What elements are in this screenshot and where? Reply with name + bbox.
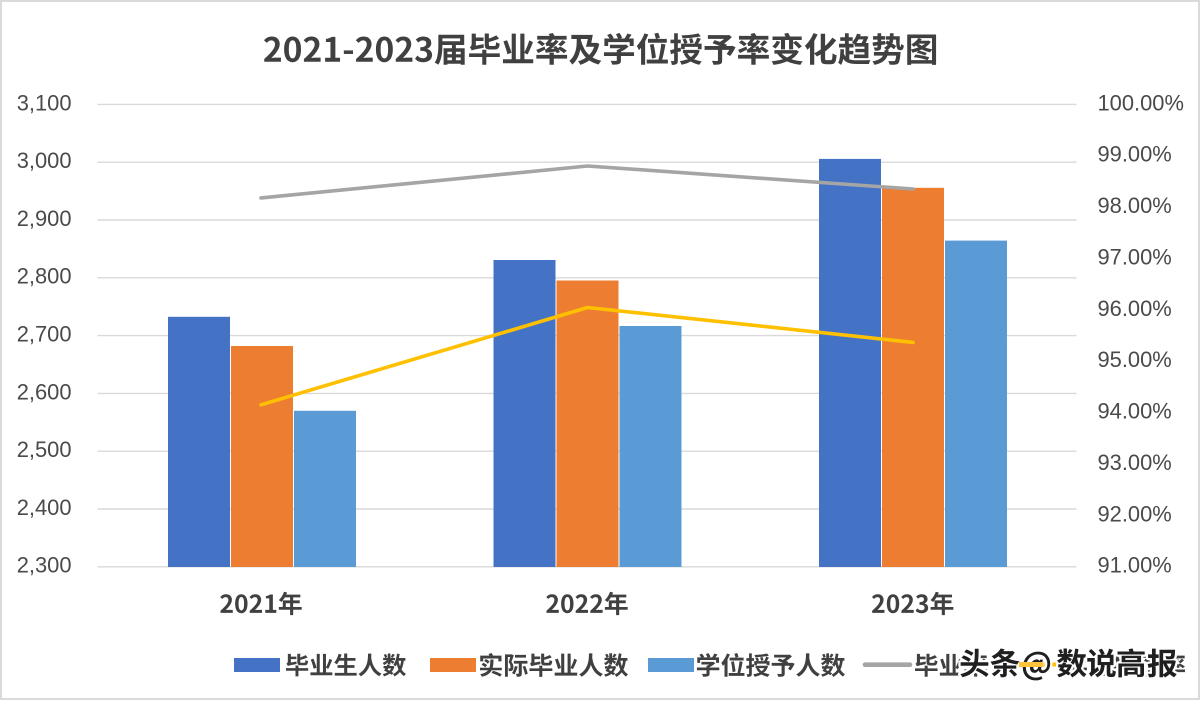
svg-text:3,100: 3,100 (17, 90, 72, 115)
svg-text:2,400: 2,400 (17, 495, 72, 520)
svg-text:95.00%: 95.00% (1098, 347, 1172, 372)
svg-text:2,700: 2,700 (17, 322, 72, 347)
svg-text:3,000: 3,000 (17, 148, 72, 173)
svg-text:2,500: 2,500 (17, 437, 72, 462)
svg-text:96.00%: 96.00% (1098, 296, 1172, 321)
svg-text:2,300: 2,300 (17, 553, 72, 578)
svg-text:98.00%: 98.00% (1098, 193, 1172, 218)
svg-text:92.00%: 92.00% (1098, 501, 1172, 526)
svg-text:100.00%: 100.00% (1098, 90, 1184, 115)
svg-text:91.00%: 91.00% (1098, 553, 1172, 578)
svg-text:2,800: 2,800 (17, 264, 72, 289)
svg-text:97.00%: 97.00% (1098, 244, 1172, 269)
svg-text:99.00%: 99.00% (1098, 142, 1172, 167)
svg-text:2,900: 2,900 (17, 206, 72, 231)
svg-text:2,600: 2,600 (17, 379, 72, 404)
svg-text:94.00%: 94.00% (1098, 399, 1172, 424)
svg-text:93.00%: 93.00% (1098, 450, 1172, 475)
